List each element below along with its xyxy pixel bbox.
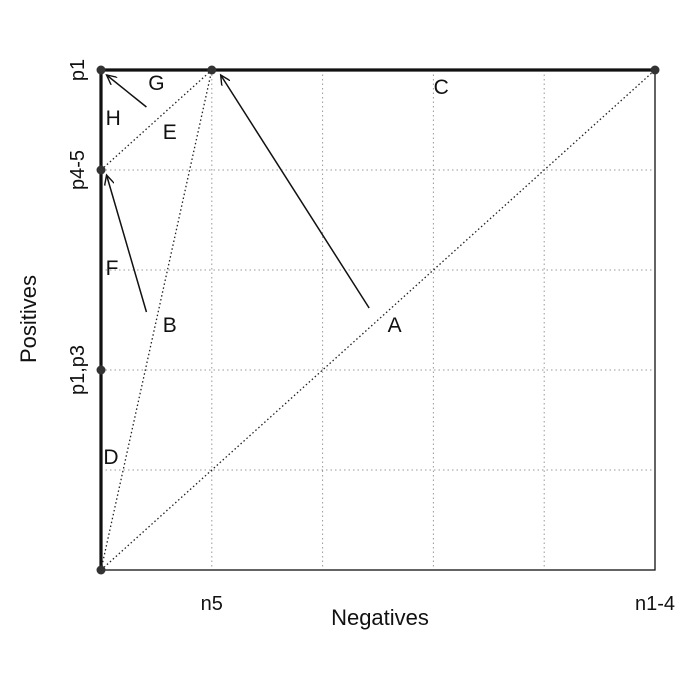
arrow-1	[107, 175, 148, 313]
x-axis-label: Negatives	[331, 605, 429, 630]
data-point-4	[207, 65, 217, 75]
data-point-0	[96, 565, 106, 575]
annotation-H: H	[106, 107, 121, 130]
arrow-2	[107, 75, 147, 108]
data-point-1	[96, 365, 106, 375]
y-tick-label-2: p1,p3	[67, 345, 89, 395]
roc-curve	[99, 68, 657, 572]
annotation-F: F	[106, 257, 119, 280]
annotation-B: B	[163, 314, 177, 337]
dotted-lines	[100, 69, 656, 571]
arrow-0	[221, 75, 370, 309]
y-tick-label-4: p4-5	[67, 150, 89, 190]
y-axis-label: Positives	[16, 275, 41, 363]
data-point-5	[650, 65, 660, 75]
dotted-line-0	[100, 69, 656, 571]
arrows	[107, 75, 370, 313]
annotation-C: C	[434, 76, 449, 99]
dotted-line-2	[100, 69, 213, 171]
annotation-E: E	[163, 121, 177, 144]
tick-labels: n5 n1-4 p1,p3 p4-5 p1	[67, 59, 675, 615]
data-points	[96, 65, 660, 575]
data-point-3	[96, 65, 106, 75]
x-tick-label-5: n1-4	[635, 593, 675, 615]
annotation-D: D	[103, 446, 118, 469]
annotation-A: A	[388, 314, 402, 337]
x-tick-label-1: n5	[201, 593, 223, 615]
annotation-G: G	[148, 72, 164, 95]
annotations: A B C D E F G H	[103, 72, 448, 469]
y-tick-label-5: p1	[67, 59, 89, 81]
dotted-line-1	[100, 69, 213, 571]
data-point-2	[96, 165, 106, 175]
